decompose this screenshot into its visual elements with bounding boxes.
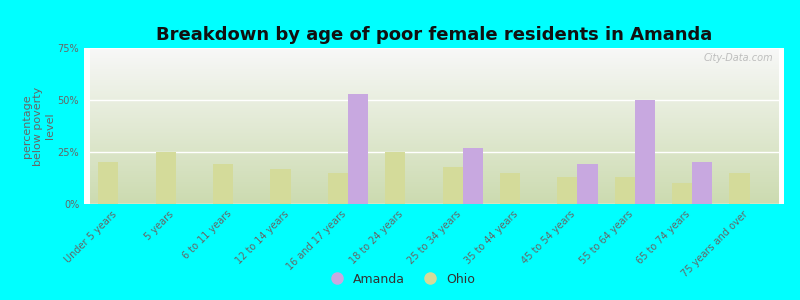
Bar (442, 167, 462, 204)
Text: City-Data.com: City-Data.com (704, 53, 774, 63)
Bar (730, 173, 750, 204)
Bar (462, 148, 482, 204)
Bar (156, 152, 176, 204)
Bar (328, 173, 348, 204)
Bar (386, 152, 406, 204)
Legend: Amanda, Ohio: Amanda, Ohio (319, 268, 481, 291)
Bar (500, 173, 520, 204)
Bar (672, 183, 692, 204)
Y-axis label: percentage
below poverty
level: percentage below poverty level (22, 86, 54, 166)
Bar (614, 177, 635, 204)
Bar (348, 94, 368, 204)
Bar (270, 169, 290, 204)
Title: Breakdown by age of poor female residents in Amanda: Breakdown by age of poor female resident… (156, 26, 712, 44)
Bar (213, 164, 233, 204)
Bar (98, 162, 118, 204)
Bar (635, 100, 655, 204)
Bar (578, 164, 598, 204)
Bar (558, 177, 578, 204)
Bar (692, 162, 712, 204)
